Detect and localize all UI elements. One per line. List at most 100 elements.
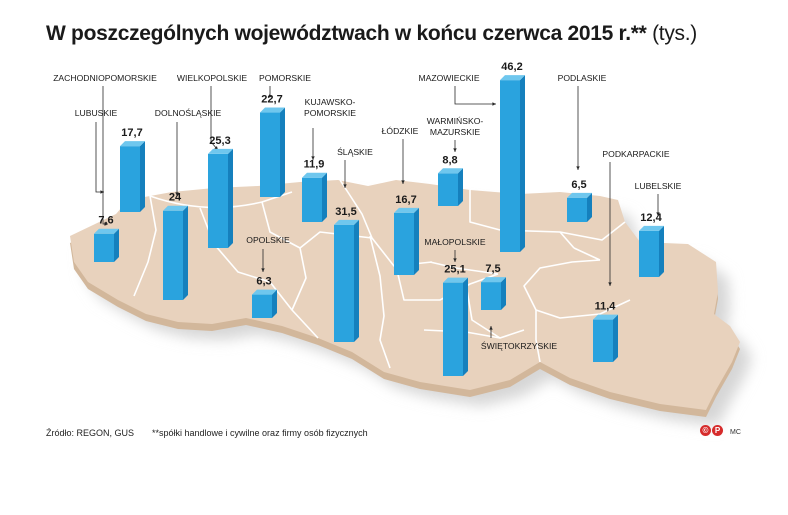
region-name-label: MAŁOPOLSKIE [424,237,485,247]
region-name-label: OPOLSKIE [246,235,290,245]
bar-value-label: 25,1 [444,264,465,276]
bar-side [322,172,327,222]
bar-front [438,173,458,206]
bar-2 [94,228,119,262]
bar-front [94,233,114,262]
region-name-label: ZACHODNIOPOMORSKIE [53,73,157,83]
region-name-label: KUJAWSKO-POMORSKIE [304,97,356,118]
copyright-c-icon: © [700,425,711,436]
bar-front [500,80,520,252]
bar-side [114,228,119,262]
bar-value-label: 22,7 [261,94,282,106]
bar-value-label: 12,4 [640,212,662,224]
bar-5 [260,107,285,197]
bar-front [163,210,183,300]
bar-top [163,205,188,211]
chart-title: W poszczególnych województwach w końcu c… [46,22,697,46]
poland-map [70,179,752,426]
bar-front [481,282,501,310]
bar-top [394,207,419,213]
bar-value-label: 7,6 [98,215,113,227]
leader-arrowhead [175,192,179,196]
bar-8 [334,219,359,342]
bar-side [463,277,468,376]
bar-front [593,319,613,362]
bar-front [252,294,272,318]
bar-front [639,230,659,277]
copyright-p-icon: P [712,425,723,436]
bar-side [501,277,506,310]
footnote: **spółki handlowe i cywilne oraz firmy o… [152,428,368,438]
bar-front [567,197,587,222]
bar-value-label: 11,9 [304,159,325,171]
bar-value-label: 24 [169,192,182,204]
leader-arrowhead [311,156,315,160]
leader-arrowhead [656,212,660,216]
bar-value-label: 6,5 [571,179,586,191]
region-border [535,299,631,319]
bar-top [593,314,618,320]
leader-arrowhead [608,282,612,286]
map-surface [70,180,740,410]
bar-12 [443,277,468,376]
region-name-label: LUBELSKIE [635,181,682,191]
bar-10 [438,168,463,206]
region-border [429,261,499,275]
bar-7 [252,289,277,318]
bar-side [414,207,419,275]
bar-value-label: 31,5 [335,206,356,218]
leader-arrowhead [453,148,457,152]
bar-top [639,225,664,231]
bar-front [394,212,414,275]
bar-front [120,146,140,212]
region-border [395,265,499,301]
region-border [369,235,391,369]
leader-arrowhead [401,180,405,184]
bar-side [183,205,188,300]
region-name-label: WARMIŃSKO-MAZURSKIE [427,116,484,137]
leader-arrowhead [489,326,493,330]
bar-6 [302,172,327,222]
leader-arrowhead [100,190,104,194]
leader-arrowhead [343,184,347,188]
region-border [465,283,525,339]
region-name-label: PODLASKIE [558,73,607,83]
bar-side [520,75,525,252]
leader-arrowhead [104,222,108,226]
bar-top [120,141,145,147]
bar-top [443,277,468,283]
bar-13 [481,277,506,310]
bar-top [500,75,525,81]
author-initials: MC [730,429,741,436]
bar-14 [567,192,592,222]
bar-top [567,192,592,198]
region-border [133,195,157,297]
bar-4 [163,205,188,300]
source-note: Źródło: REGON, GUS [46,428,135,438]
leader-arrowhead [453,258,457,262]
bar-side [272,289,277,318]
bar-1 [120,141,145,212]
bars [94,75,664,376]
bar-value-label: 46,2 [501,61,522,73]
bar-top [481,277,506,283]
bar-value-label: 8,8 [442,154,457,166]
bar-side [458,168,463,206]
leader-lines [95,86,660,338]
leader-arrowhead [576,166,580,170]
bar-top [260,107,285,113]
region-name-label: LUBUSKIE [75,108,118,118]
bar-value-label: 6,3 [256,276,271,288]
bar-top [302,172,327,178]
bar-front [208,153,228,248]
bar-top [438,168,463,174]
chart-title-main: W poszczególnych województwach w końcu c… [46,22,647,45]
bar-side [280,107,285,197]
leader-line [454,86,496,105]
bar-11 [500,75,525,252]
leader-arrowhead [261,268,265,272]
leader-line [102,86,108,225]
copyright-logo: © P [700,425,723,436]
region-border [573,247,601,261]
